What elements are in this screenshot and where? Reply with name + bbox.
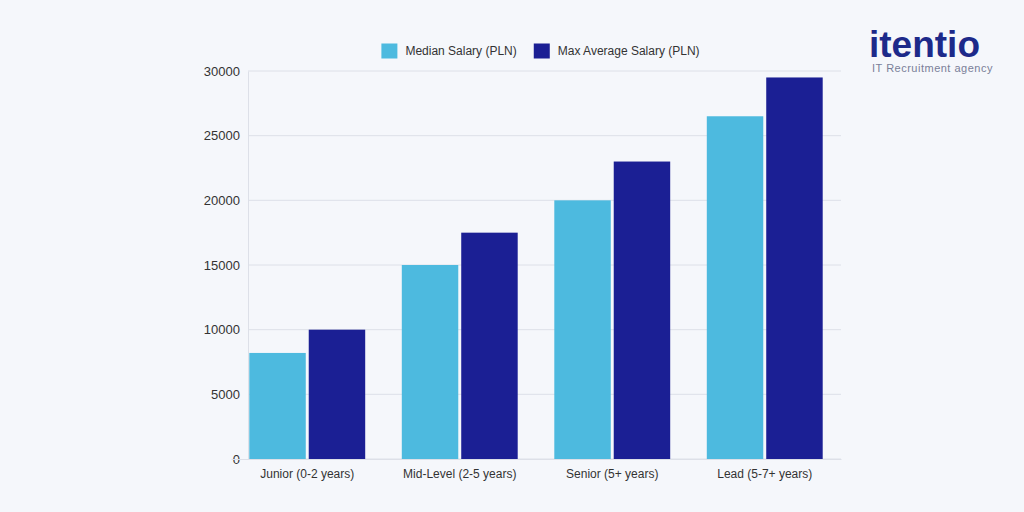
y-tick-label: 20000 — [204, 193, 240, 208]
x-tick: Senior (5+ years) — [566, 467, 658, 481]
series — [309, 77, 823, 459]
legend-item: Median Salary (PLN) — [381, 44, 516, 59]
y-tick: 20000 — [204, 193, 248, 208]
grid-line — [248, 71, 841, 72]
y-tick: 30000 — [204, 64, 248, 79]
y-tick-label: 25000 — [204, 128, 240, 143]
y-tick: 10000 — [204, 322, 248, 337]
y-axis: 050001000015000200002500030000 — [204, 64, 249, 467]
y-axis-line — [248, 72, 249, 460]
series — [249, 116, 763, 459]
bar — [614, 162, 670, 459]
bar — [707, 116, 763, 459]
y-tick: 5000 — [211, 387, 248, 402]
x-tick: Mid-Level (2-5 years) — [403, 467, 516, 481]
y-tick-label: 15000 — [204, 258, 240, 273]
chart: 050001000015000200002500030000Junior (0-… — [0, 0, 1024, 512]
y-tick: 15000 — [204, 258, 248, 273]
grid — [248, 71, 841, 459]
logo-name: itentio — [869, 24, 980, 65]
y-tick-label: 10000 — [204, 322, 240, 337]
y-tick-label: 5000 — [211, 387, 240, 402]
y-tick: 25000 — [204, 128, 248, 143]
background — [0, 0, 1024, 512]
x-tick-label: Senior (5+ years) — [566, 467, 658, 481]
x-tick-label: Junior (0-2 years) — [260, 467, 354, 481]
bar — [554, 200, 610, 459]
bars — [249, 77, 822, 459]
legend-swatch — [534, 44, 550, 59]
legend-item: Max Average Salary (PLN) — [534, 44, 700, 59]
bar — [402, 265, 458, 459]
bar — [766, 77, 822, 459]
legend-swatch — [381, 44, 397, 59]
bar — [249, 353, 305, 459]
x-tick-label: Mid-Level (2-5 years) — [403, 467, 516, 481]
y-tick-label: 30000 — [204, 64, 240, 79]
x-tick: Lead (5-7+ years) — [717, 467, 812, 481]
x-tick-label: Lead (5-7+ years) — [717, 467, 812, 481]
logo: itentioIT Recruitment agency — [869, 24, 993, 74]
legend: Median Salary (PLN) Max Average Salary (P… — [381, 44, 699, 59]
logo-tagline: IT Recruitment agency — [872, 62, 993, 74]
x-axis: Junior (0-2 years) Mid-Level (2-5 years) S… — [232, 460, 842, 481]
legend-label: Median Salary (PLN) — [405, 44, 516, 58]
legend-label: Max Average Salary (PLN) — [558, 44, 700, 58]
bar — [309, 330, 365, 459]
x-tick: Junior (0-2 years) — [260, 467, 354, 481]
bar — [461, 233, 517, 459]
x-axis-line — [232, 459, 842, 460]
